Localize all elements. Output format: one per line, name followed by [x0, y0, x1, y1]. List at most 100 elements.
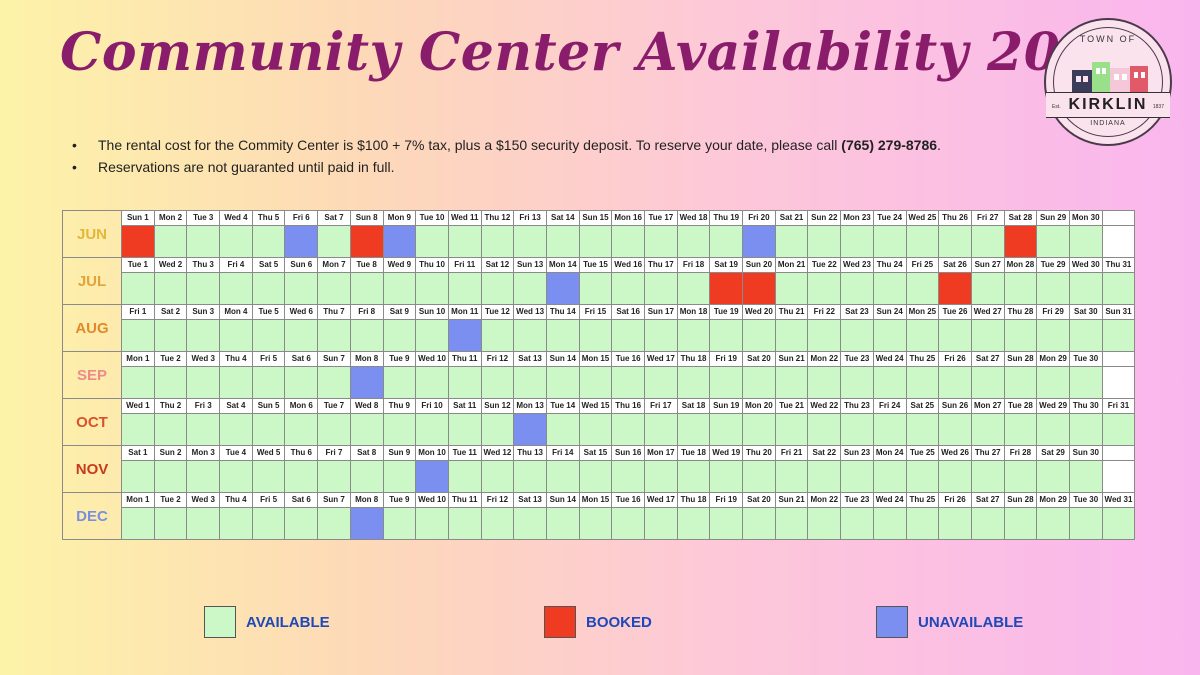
day-cell-available[interactable] — [1003, 366, 1038, 399]
day-cell-available[interactable] — [480, 507, 515, 540]
day-cell-unavailable[interactable] — [513, 413, 547, 446]
day-cell-available[interactable] — [219, 319, 253, 352]
day-cell-booked[interactable] — [709, 272, 744, 305]
day-cell-available[interactable] — [545, 225, 580, 258]
day-cell-available[interactable] — [317, 272, 351, 305]
day-cell-available[interactable] — [251, 460, 286, 493]
day-cell-available[interactable] — [186, 272, 221, 305]
day-cell-available[interactable] — [611, 319, 645, 352]
day-cell-booked[interactable] — [121, 225, 155, 258]
day-cell-available[interactable] — [611, 225, 645, 258]
day-cell-available[interactable] — [938, 225, 972, 258]
day-cell-available[interactable] — [807, 272, 842, 305]
day-cell-available[interactable] — [153, 507, 188, 540]
day-cell-available[interactable] — [480, 272, 515, 305]
day-cell-available[interactable] — [742, 319, 776, 352]
day-cell-available[interactable] — [415, 507, 449, 540]
day-cell-available[interactable] — [284, 413, 319, 446]
day-cell-available[interactable] — [1101, 413, 1136, 446]
day-cell-available[interactable] — [840, 272, 874, 305]
day-cell-available[interactable] — [742, 507, 776, 540]
day-cell-available[interactable] — [186, 507, 221, 540]
day-cell-available[interactable] — [1068, 507, 1103, 540]
day-cell-available[interactable] — [1036, 225, 1070, 258]
day-cell-available[interactable] — [644, 319, 678, 352]
day-cell-available[interactable] — [382, 366, 417, 399]
day-cell-available[interactable] — [447, 272, 482, 305]
day-cell-available[interactable] — [774, 413, 809, 446]
day-cell-booked[interactable] — [349, 225, 384, 258]
day-cell-available[interactable] — [905, 319, 940, 352]
day-cell-available[interactable] — [840, 460, 874, 493]
day-cell-available[interactable] — [317, 225, 351, 258]
day-cell-available[interactable] — [774, 366, 809, 399]
day-cell-available[interactable] — [938, 507, 972, 540]
day-cell-available[interactable] — [251, 366, 286, 399]
day-cell-available[interactable] — [121, 366, 155, 399]
day-cell-available[interactable] — [186, 460, 221, 493]
day-cell-available[interactable] — [774, 272, 809, 305]
day-cell-available[interactable] — [284, 272, 319, 305]
day-cell-available[interactable] — [415, 319, 449, 352]
day-cell-booked[interactable] — [938, 272, 972, 305]
day-cell-unavailable[interactable] — [284, 225, 319, 258]
day-cell-available[interactable] — [872, 272, 907, 305]
day-cell-available[interactable] — [545, 319, 580, 352]
day-cell-available[interactable] — [644, 272, 678, 305]
day-cell-unavailable[interactable] — [349, 507, 384, 540]
day-cell-unavailable[interactable] — [742, 225, 776, 258]
day-cell-available[interactable] — [447, 507, 482, 540]
day-cell-available[interactable] — [153, 366, 188, 399]
day-cell-available[interactable] — [970, 225, 1005, 258]
day-cell-available[interactable] — [186, 366, 221, 399]
day-cell-available[interactable] — [1068, 413, 1103, 446]
day-cell-available[interactable] — [807, 460, 842, 493]
day-cell-available[interactable] — [676, 272, 711, 305]
day-cell-available[interactable] — [1036, 272, 1070, 305]
day-cell-available[interactable] — [1003, 507, 1038, 540]
day-cell-available[interactable] — [1068, 366, 1103, 399]
day-cell-available[interactable] — [578, 413, 613, 446]
day-cell-available[interactable] — [1101, 319, 1136, 352]
day-cell-available[interactable] — [578, 460, 613, 493]
day-cell-available[interactable] — [317, 460, 351, 493]
day-cell-available[interactable] — [284, 507, 319, 540]
day-cell-available[interactable] — [284, 460, 319, 493]
day-cell-available[interactable] — [447, 225, 482, 258]
day-cell-available[interactable] — [480, 225, 515, 258]
day-cell-available[interactable] — [1101, 272, 1136, 305]
day-cell-available[interactable] — [611, 366, 645, 399]
day-cell-available[interactable] — [447, 366, 482, 399]
day-cell-available[interactable] — [219, 460, 253, 493]
day-cell-available[interactable] — [742, 366, 776, 399]
day-cell-available[interactable] — [1068, 460, 1103, 493]
day-cell-available[interactable] — [382, 319, 417, 352]
day-cell-available[interactable] — [578, 319, 613, 352]
day-cell-available[interactable] — [872, 225, 907, 258]
day-cell-available[interactable] — [709, 225, 744, 258]
day-cell-available[interactable] — [153, 460, 188, 493]
day-cell-available[interactable] — [872, 507, 907, 540]
day-cell-available[interactable] — [807, 413, 842, 446]
day-cell-available[interactable] — [513, 460, 547, 493]
day-cell-available[interactable] — [938, 319, 972, 352]
day-cell-available[interactable] — [970, 507, 1005, 540]
day-cell-available[interactable] — [153, 413, 188, 446]
day-cell-available[interactable] — [480, 460, 515, 493]
day-cell-available[interactable] — [938, 413, 972, 446]
day-cell-available[interactable] — [480, 319, 515, 352]
day-cell-available[interactable] — [807, 319, 842, 352]
day-cell-available[interactable] — [349, 413, 384, 446]
day-cell-available[interactable] — [251, 225, 286, 258]
day-cell-available[interactable] — [938, 460, 972, 493]
day-cell-available[interactable] — [513, 366, 547, 399]
day-cell-available[interactable] — [382, 507, 417, 540]
day-cell-available[interactable] — [121, 460, 155, 493]
day-cell-available[interactable] — [644, 366, 678, 399]
day-cell-available[interactable] — [578, 507, 613, 540]
day-cell-available[interactable] — [480, 413, 515, 446]
day-cell-available[interactable] — [1003, 413, 1038, 446]
day-cell-available[interactable] — [349, 272, 384, 305]
day-cell-available[interactable] — [905, 507, 940, 540]
day-cell-available[interactable] — [186, 413, 221, 446]
